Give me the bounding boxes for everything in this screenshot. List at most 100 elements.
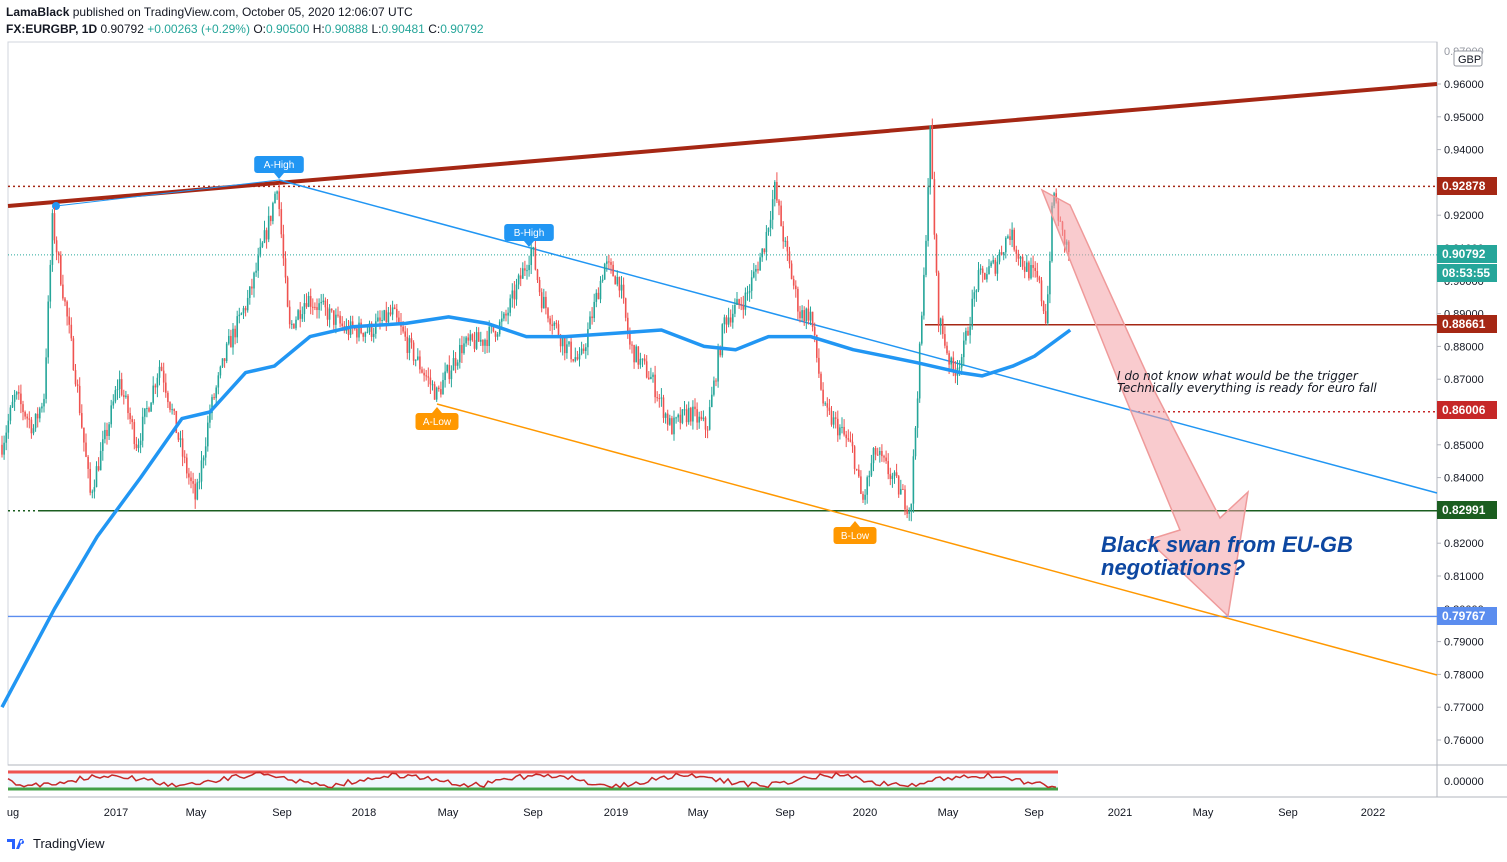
candle-body [1002,252,1005,255]
candle-body [213,397,215,399]
candle-body [998,252,1001,262]
candle-body [801,310,803,319]
candle-body [482,339,484,346]
candle-body [301,314,304,319]
candle-body [845,434,847,439]
candle-body [15,392,18,395]
candle-body [171,409,173,411]
candle-body [864,494,866,500]
candle-body [740,304,742,306]
lower-trendline [436,403,1438,676]
oscillator-tick-label: 0.00000 [1444,776,1484,788]
candle-body [658,398,661,400]
candle-body [36,413,39,419]
candle-body [410,338,413,343]
candle-body [698,416,700,423]
candle-body [971,298,973,327]
candle-body [309,295,312,307]
candle-body [870,463,873,476]
candle-body [738,299,740,305]
candle-body [412,342,415,361]
anchor-point [52,202,60,210]
candle-body [24,411,26,417]
candle-body [110,405,112,425]
candle-body [813,327,816,336]
candle-body [782,226,784,242]
candle-body [419,356,421,370]
price-badge-text: 08:53:55 [1442,266,1490,280]
candle-body [1019,256,1022,259]
candle-body [398,317,400,323]
candle-body [547,308,549,319]
y-tick-label: 0.92000 [1444,210,1484,222]
candle-body [897,476,900,495]
candle-body [774,182,776,200]
candle-body [204,446,207,458]
candle-body [557,324,560,337]
candle-body [452,358,455,371]
candle-body [1000,252,1003,255]
candle-body [1032,265,1034,268]
candle-body [685,409,688,423]
candle-body [406,336,409,353]
annotation-big-2: negotiations? [1101,555,1245,580]
candle-body [446,365,448,372]
candle-body [603,263,606,280]
candle-body [786,240,789,252]
candle-body [965,330,967,341]
candle-body [162,370,165,383]
falling-trendline [278,179,1438,494]
candle-body [135,444,138,449]
price-badge [1437,245,1497,263]
candle-body [538,280,541,293]
candle-body [635,346,637,363]
candle-body [706,429,709,431]
high-value: 0.90888 [324,22,369,36]
tradingview-brand[interactable]: TradingView [6,836,105,851]
candle-body [347,325,350,335]
candle-body [263,230,266,243]
candle-body [370,323,373,337]
price-badge [1437,315,1497,333]
y-tick-label: 0.87000 [1444,374,1484,386]
candle-body [988,266,990,275]
candle-body [116,389,119,391]
candle-body [694,406,696,410]
candle-body [727,317,730,325]
candle-body [832,417,835,425]
candle-body [217,375,220,388]
x-tick-label: May [938,807,959,819]
connector-line [55,179,280,207]
candle-body [99,450,102,471]
candle-body [589,316,591,330]
candle-body [792,279,795,286]
candle-body [186,457,188,474]
candle-body [522,268,524,279]
candle-body [576,357,579,360]
candle-body [996,261,999,274]
candle-body [1034,267,1036,271]
candle-body [440,389,442,395]
candle-body [879,450,881,455]
candle-body [404,331,406,337]
candle-body [74,370,77,385]
candle-body [87,456,89,469]
candle-body [946,345,948,354]
candle-body [11,401,14,408]
candle-body [379,317,381,321]
low-value: 0.90481 [381,22,425,36]
candle-body [276,191,278,194]
candle-body [282,234,285,259]
candle-body [148,408,150,412]
candle-body [755,268,757,272]
candle-body [893,472,896,476]
candle-body [190,477,192,482]
author-name[interactable]: LamaBlack [6,5,70,19]
x-tick-label: 2018 [352,807,376,819]
symbol-label[interactable]: FX:EURGBP, 1D [6,22,98,36]
candle-body [925,240,927,275]
candle-body [158,366,161,378]
candle-body [692,406,694,422]
candle-body [188,473,190,478]
